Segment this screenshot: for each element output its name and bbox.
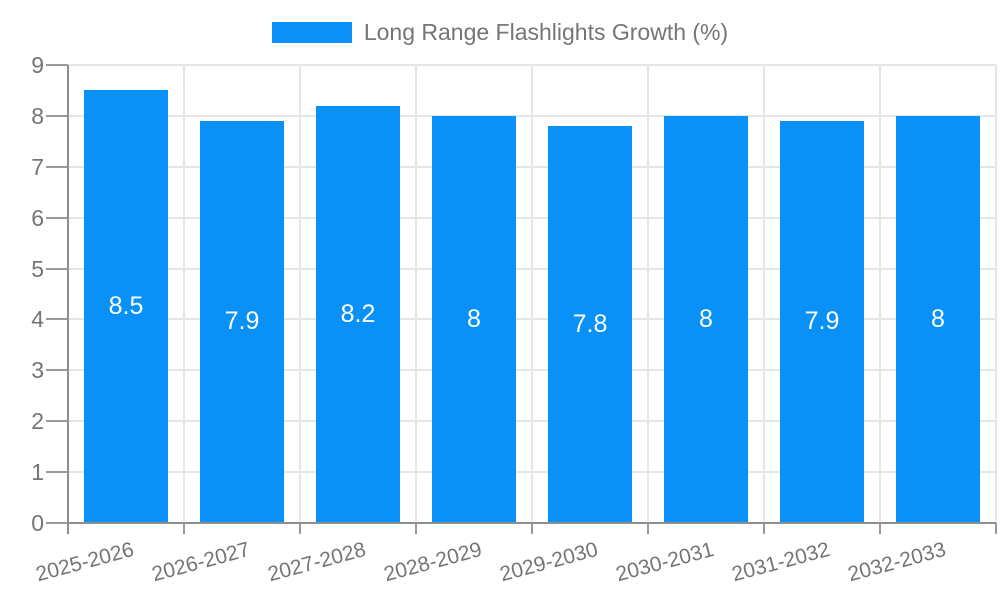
bar-value-label: 8 (931, 304, 945, 333)
gridline-v (183, 65, 185, 523)
y-axis-tick (46, 471, 68, 473)
x-axis-category-label: 2028-2029 (380, 538, 484, 587)
bar (664, 116, 748, 522)
x-axis-line (68, 522, 996, 524)
chart-legend: Long Range Flashlights Growth (%) (0, 20, 1000, 45)
bar-value-label: 7.9 (804, 307, 840, 335)
x-axis-tick (763, 523, 765, 534)
bar (432, 116, 516, 522)
x-axis-category-label: 2029-2030 (496, 538, 600, 587)
legend-label: Long Range Flashlights Growth (%) (363, 19, 729, 45)
bar-value-label: 7.9 (224, 307, 260, 335)
y-axis-tick (46, 115, 68, 117)
y-axis-tick-label: 8 (31, 103, 44, 129)
x-axis-tick (183, 523, 185, 534)
gridline-v (299, 65, 301, 523)
gridline-v (531, 65, 533, 523)
x-axis-tick (531, 523, 533, 534)
x-axis-category-label: 2027-2028 (264, 538, 368, 587)
gridline-v (995, 65, 997, 523)
bar (780, 121, 864, 522)
gridline-v (763, 65, 765, 523)
y-axis-tick (46, 420, 68, 422)
bar-value-label: 8.5 (108, 291, 144, 320)
y-axis-tick (46, 166, 68, 168)
bar (316, 106, 400, 522)
legend-swatch (271, 22, 352, 43)
y-axis-tick (46, 522, 68, 524)
y-axis-tick (46, 64, 68, 66)
y-axis-tick-label: 7 (31, 154, 44, 180)
bar (548, 126, 632, 522)
y-axis-tick-label: 1 (31, 459, 44, 485)
y-axis-tick (46, 217, 68, 219)
x-axis-tick (995, 523, 997, 534)
y-axis-tick-label: 5 (31, 256, 44, 282)
y-axis-tick-label: 6 (31, 205, 44, 231)
y-axis-tick-label: 9 (31, 52, 44, 78)
gridline-v (415, 65, 417, 523)
y-axis-tick (46, 369, 68, 371)
x-axis-category-label: 2025-2026 (32, 538, 136, 587)
bar-value-label: 8 (699, 304, 713, 333)
x-axis-tick (647, 523, 649, 534)
x-axis-tick (879, 523, 881, 534)
x-axis-tick (415, 523, 417, 534)
bar-value-label: 7.8 (572, 309, 608, 338)
bar-value-label: 8.2 (340, 299, 376, 328)
y-axis-tick-label: 3 (31, 357, 44, 383)
gridline-v (879, 65, 881, 523)
x-axis-category-label: 2031-2032 (728, 538, 832, 587)
x-axis-tick (299, 523, 301, 534)
y-axis-tick (46, 268, 68, 270)
y-axis-tick-label: 2 (31, 408, 44, 434)
y-axis-tick-label: 0 (31, 510, 44, 536)
y-axis-tick-label: 4 (31, 306, 44, 332)
y-axis-tick (46, 318, 68, 320)
bar (896, 116, 980, 522)
y-axis-line (67, 65, 69, 534)
gridline-v (647, 65, 649, 523)
bar (200, 121, 284, 522)
bar (84, 90, 168, 522)
bar-value-label: 8 (467, 304, 481, 333)
x-axis-category-label: 2032-2033 (844, 538, 948, 587)
x-axis-category-label: 2030-2031 (612, 538, 716, 587)
x-axis-category-label: 2026-2027 (148, 538, 252, 587)
